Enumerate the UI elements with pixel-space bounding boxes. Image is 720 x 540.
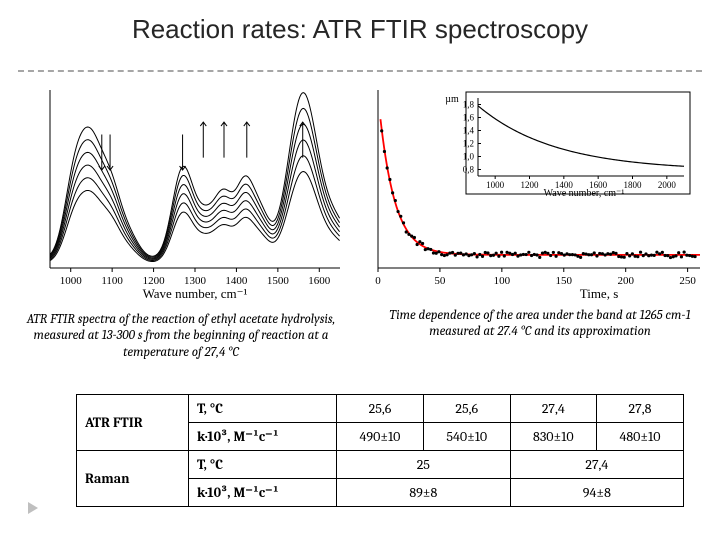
svg-text:Wave number, cm⁻¹: Wave number, cm⁻¹ (544, 188, 625, 199)
svg-text:150: 150 (556, 275, 573, 287)
rowhdr-raman: Raman (77, 451, 189, 507)
svg-text:0: 0 (375, 275, 381, 287)
param-k: k·10³, M⁻¹c⁻¹ (189, 479, 337, 507)
svg-text:0,8: 0,8 (463, 165, 475, 175)
cell: 25,6 (337, 395, 424, 423)
svg-text:1100: 1100 (101, 275, 123, 287)
cell: 27,4 (510, 451, 683, 479)
param-k: k·10³, M⁻¹c⁻¹ (189, 423, 337, 451)
svg-text:100: 100 (494, 275, 511, 287)
rates-table: ATR FTIR T, °C 25,6 25,6 27,4 27,8 k·10³… (76, 394, 684, 507)
cell: 830±10 (510, 423, 596, 451)
chart-atr-spectra: 1000110012001300140015001600Wave number,… (14, 84, 344, 300)
svg-text:1000: 1000 (486, 180, 505, 190)
svg-text:1200: 1200 (521, 180, 540, 190)
svg-text:Wave number, cm⁻¹: Wave number, cm⁻¹ (143, 286, 248, 300)
cell: 27,8 (596, 395, 683, 423)
cell: 480±10 (596, 423, 683, 451)
svg-text:200: 200 (617, 275, 634, 287)
rowhdr-atr: ATR FTIR (77, 395, 189, 451)
cell: 89±8 (337, 479, 511, 507)
svg-text:1800: 1800 (624, 180, 643, 190)
chart-time-dependence: 050100150200250Time, s100012001400160018… (348, 84, 706, 300)
caption-right: Time dependence of the area under the ba… (376, 308, 704, 341)
svg-text:µm: µm (445, 94, 459, 105)
svg-text:1,0: 1,0 (463, 152, 475, 162)
svg-text:1600: 1600 (308, 275, 331, 287)
figures-row: 1000110012001300140015001600Wave number,… (14, 84, 706, 302)
slide-bullet-icon (28, 502, 38, 514)
svg-text:Time, s: Time, s (580, 286, 619, 300)
slide-title: Reaction rates: ATR FTIR spectroscopy (0, 14, 720, 45)
caption-left: ATR FTIR spectra of the reaction of ethy… (24, 312, 338, 361)
cell: 27,4 (510, 395, 596, 423)
svg-text:250: 250 (679, 275, 696, 287)
svg-text:1000: 1000 (60, 275, 83, 287)
param-T: T, °C (189, 395, 337, 423)
cell: 490±10 (337, 423, 424, 451)
svg-text:1,6: 1,6 (463, 113, 475, 123)
param-T: T, °C (189, 451, 337, 479)
cell: 25,6 (423, 395, 510, 423)
svg-text:1,2: 1,2 (463, 139, 474, 149)
svg-text:2000: 2000 (658, 180, 677, 190)
cell: 25 (337, 451, 511, 479)
svg-text:1,4: 1,4 (463, 126, 475, 136)
svg-text:1,8: 1,8 (463, 100, 475, 110)
cell: 540±10 (423, 423, 510, 451)
cell: 94±8 (510, 479, 683, 507)
divider (18, 70, 702, 72)
svg-text:50: 50 (434, 275, 446, 287)
svg-text:1500: 1500 (267, 275, 290, 287)
